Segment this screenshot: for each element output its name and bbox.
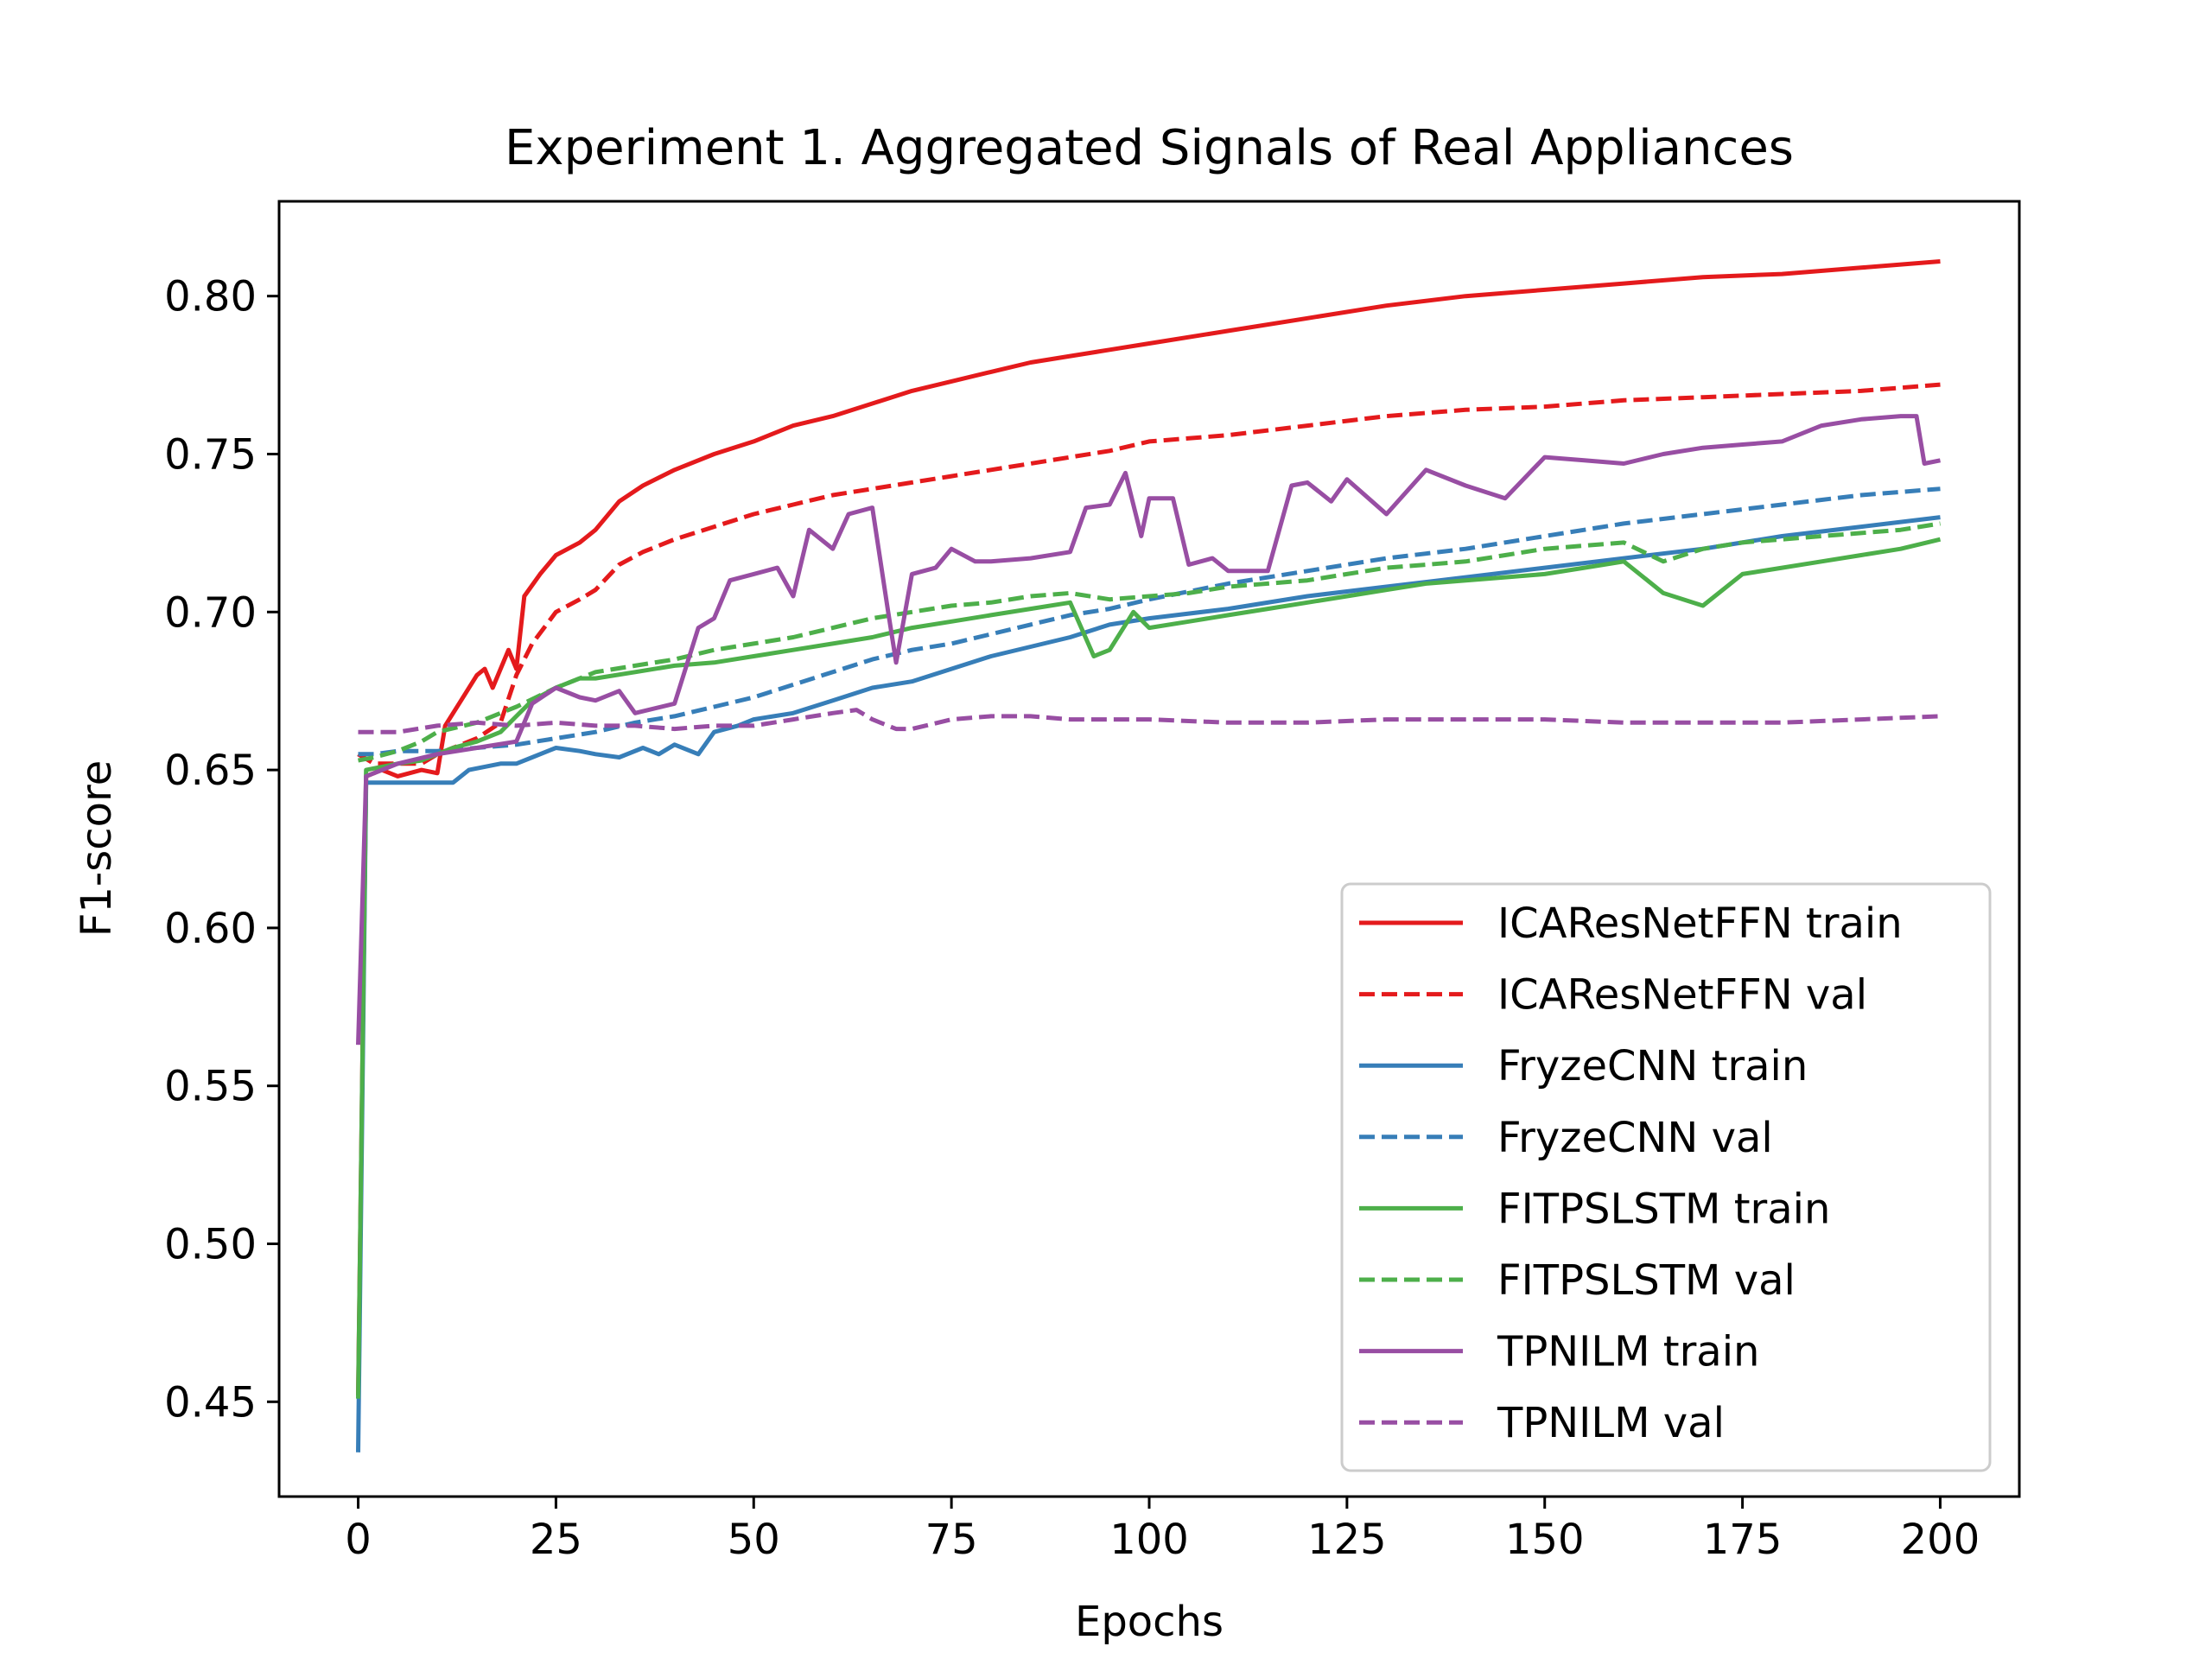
- legend-label: ICAResNetFFN val: [1497, 971, 1867, 1020]
- legend-label: FITPSLSTM train: [1497, 1185, 1830, 1233]
- legend-label: FryzeCNN val: [1497, 1114, 1773, 1162]
- series-line-icaresnetffn-val: [357, 382, 1941, 766]
- series-line-tpnilm-val: [358, 708, 1941, 734]
- series-line-tpnilm-train: [356, 414, 1941, 1046]
- x-tick-label: 75: [925, 1516, 978, 1564]
- y-axis: 0.45 0.50 0.55 0.60 0.65 0.70 0.75 0.80: [164, 273, 279, 1427]
- x-axis-label: Epochs: [1075, 1598, 1224, 1646]
- chart-title: Experiment 1. Aggregated Signals of Real…: [505, 120, 1794, 176]
- x-tick-label: 100: [1109, 1516, 1189, 1564]
- y-tick-label: 0.45: [164, 1378, 257, 1427]
- x-tick-label: 175: [1703, 1516, 1783, 1564]
- x-tick-label: 50: [728, 1516, 780, 1564]
- legend-label: FryzeCNN train: [1497, 1042, 1808, 1090]
- y-tick-label: 0.55: [164, 1063, 257, 1111]
- y-axis-label: F1-score: [73, 760, 121, 937]
- x-axis: 0 25 50 75 100 125 150 175 200: [345, 1497, 1980, 1564]
- y-tick-label: 0.65: [164, 747, 257, 795]
- y-tick-label: 0.80: [164, 273, 257, 321]
- x-tick-label: 150: [1505, 1516, 1585, 1564]
- y-tick-label: 0.75: [164, 430, 257, 479]
- legend-label: TPNILM train: [1497, 1328, 1759, 1376]
- legend-label: ICAResNetFFN train: [1497, 899, 1903, 948]
- series-line-fryzecnn-val: [358, 486, 1941, 757]
- legend: ICAResNetFFN train ICAResNetFFN val FryzeC…: [1340, 882, 1992, 1472]
- y-tick-label: 0.60: [164, 905, 257, 953]
- series-layer: [356, 259, 1942, 1452]
- x-tick-label: 0: [345, 1516, 372, 1564]
- legend-label: TPNILM val: [1497, 1399, 1725, 1447]
- y-tick-label: 0.70: [164, 588, 257, 637]
- series-line-icaresnetffn-train: [356, 259, 1941, 1396]
- series-line-fitpslstm-val: [358, 521, 1941, 763]
- series-line-fitpslstm-train: [356, 537, 1942, 1399]
- legend-label: FITPSLSTM val: [1497, 1256, 1796, 1305]
- x-tick-label: 25: [530, 1516, 582, 1564]
- x-tick-label: 200: [1901, 1516, 1980, 1564]
- y-tick-label: 0.50: [164, 1221, 257, 1269]
- x-tick-label: 125: [1307, 1516, 1387, 1564]
- legend-frame: [1340, 882, 1992, 1472]
